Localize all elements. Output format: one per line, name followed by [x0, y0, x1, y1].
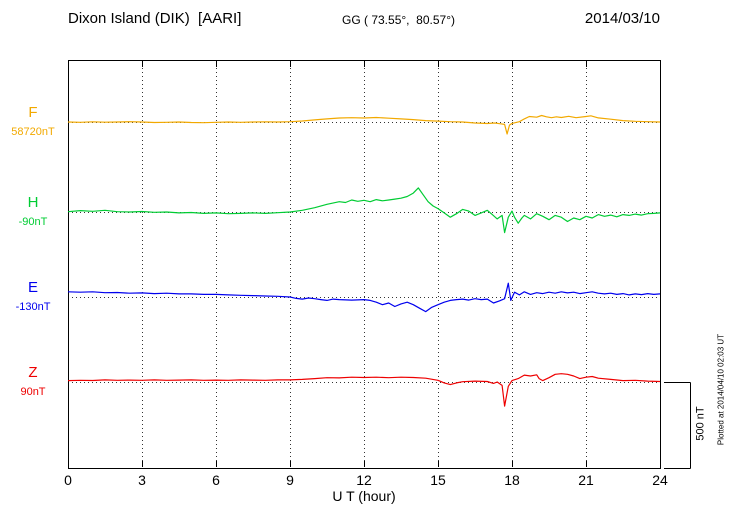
channel-baseline-Z: 90nT [20, 386, 46, 398]
channel-baseline-H: -90nT [18, 216, 48, 228]
plotted-timestamp-note: Plotted at 2014/04/10 02:03 UT [716, 333, 726, 446]
x-tick-label-6: 6 [212, 472, 220, 488]
channel-letter-F: F [28, 104, 38, 121]
trace-E [67, 282, 661, 313]
x-axis-title: U T (hour) [332, 488, 396, 504]
channel-baseline-E: -130nT [15, 301, 51, 313]
channel-letter-E: E [27, 279, 38, 296]
channel-baseline-F: 58720nT [11, 126, 55, 138]
channel-letter-H: H [27, 194, 39, 211]
trace-Z [67, 373, 661, 407]
trace-F [67, 114, 661, 135]
trace-H [67, 187, 661, 234]
x-tick-label-12: 12 [356, 472, 372, 488]
scale-bar-label: 500 nT [694, 406, 707, 441]
channel-letter-Z: Z [28, 364, 38, 381]
plot-frame [68, 60, 661, 469]
station-title: Dixon Island (DIK) [AARI] [68, 10, 242, 27]
x-tick-label-24: 24 [652, 472, 668, 488]
x-tick-label-18: 18 [504, 472, 520, 488]
x-tick-label-15: 15 [430, 472, 446, 488]
plot-date: 2014/03/10 [584, 10, 660, 27]
x-tick-label-21: 21 [578, 472, 594, 488]
geographic-coordinates: GG ( 73.55°, 80.57°) [342, 13, 455, 27]
x-tick-label-3: 3 [138, 472, 146, 488]
x-tick-label-0: 0 [64, 472, 72, 488]
x-tick-label-9: 9 [286, 472, 294, 488]
